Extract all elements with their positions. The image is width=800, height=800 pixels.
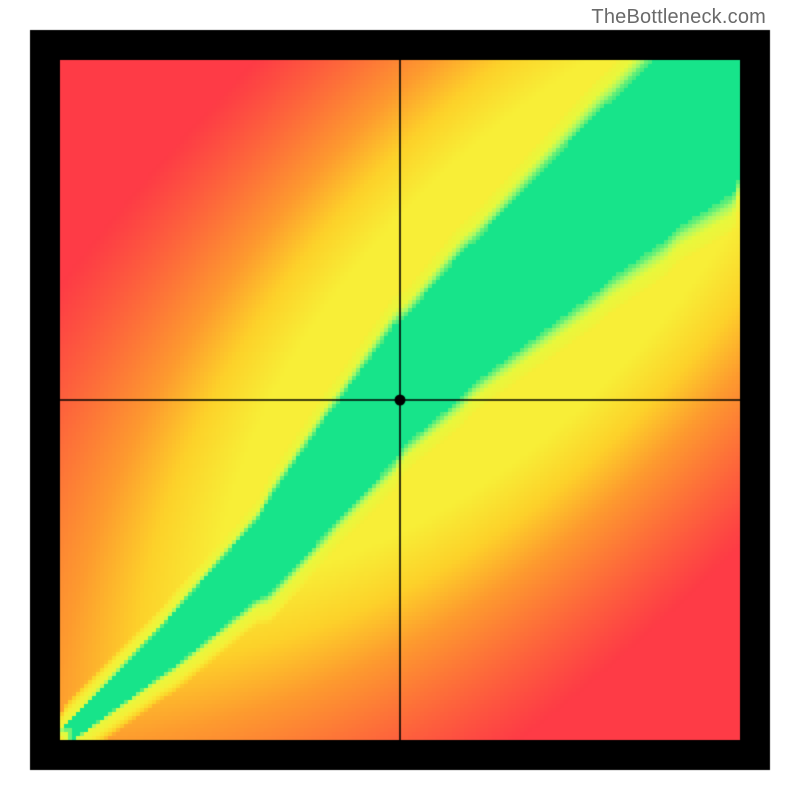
bottleneck-heatmap-canvas (0, 0, 800, 800)
heatmap-stage: TheBottleneck.com (0, 0, 800, 800)
watermark-label: TheBottleneck.com (591, 6, 766, 29)
